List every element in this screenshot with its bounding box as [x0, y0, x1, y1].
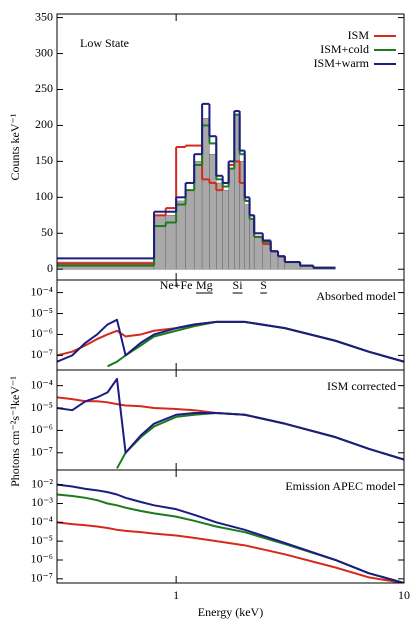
plot-area	[57, 483, 404, 583]
y-tick-label: 300	[35, 45, 53, 59]
x-tick-label: 1	[173, 588, 179, 602]
model-line	[57, 493, 404, 583]
x-tick-label: 10	[398, 588, 410, 602]
data-bar	[270, 251, 279, 270]
model-line	[57, 396, 404, 461]
data-bar	[175, 200, 186, 270]
y-tick-label: 0	[47, 261, 53, 275]
y-tick-label: 10⁻⁵	[30, 533, 53, 547]
panel-title: Low State	[80, 36, 129, 50]
legend-label: ISM+cold	[320, 42, 369, 56]
model-line	[57, 483, 404, 583]
y-tick-label: 200	[35, 117, 53, 131]
data-bar	[253, 236, 263, 270]
model-line	[57, 377, 404, 461]
plot-area	[57, 377, 404, 469]
y-tick-label: 10⁻⁴	[30, 377, 53, 391]
y-tick-label: 10⁻⁷	[30, 445, 53, 459]
legend-label: ISM	[348, 28, 370, 42]
y-axis-label: Photons cm⁻²s⁻¹keV⁻¹	[8, 376, 22, 487]
line-label: Si	[233, 278, 244, 292]
data-bar	[201, 118, 210, 270]
y-tick-label: 100	[35, 189, 53, 203]
y-tick-label: 150	[35, 153, 53, 167]
panel-title: ISM corrected	[327, 379, 396, 393]
step-riser	[153, 103, 315, 268]
y-tick-label: 10⁻³	[31, 495, 53, 509]
data-bar	[284, 261, 301, 270]
x-axis-label: Energy (keV)	[198, 605, 263, 619]
panel-title: Emission APEC model	[285, 479, 396, 493]
data-bar	[277, 256, 286, 270]
y-tick-label: 10⁻⁴	[30, 284, 53, 298]
data-bar	[216, 182, 223, 270]
model-line	[57, 318, 404, 363]
panel-title: Absorbed model	[316, 289, 396, 303]
line-label: S	[260, 278, 267, 292]
y-tick-label: 250	[35, 81, 53, 95]
data-bar	[262, 243, 271, 270]
data-bar	[153, 215, 166, 270]
data-bar	[222, 189, 229, 270]
y-tick-label: 10⁻⁵	[30, 400, 53, 414]
y-tick-label: 10⁻⁷	[30, 571, 53, 585]
plot-area	[57, 318, 404, 368]
model-line	[57, 320, 404, 363]
y-tick-label: 10⁻⁶	[30, 422, 53, 436]
y-tick-label: 10⁻⁶	[30, 326, 53, 340]
model-line	[107, 320, 404, 368]
y-tick-label: 10⁻⁵	[30, 305, 53, 319]
data-bar	[193, 161, 203, 270]
plot-area	[57, 102, 336, 270]
data-bar	[185, 189, 195, 270]
y-tick-label: 350	[35, 9, 53, 23]
y-tick-label: 10⁻⁶	[30, 552, 53, 566]
y-tick-label: 10⁻⁷	[30, 347, 53, 361]
data-bar	[209, 153, 217, 270]
y-tick-label: 10⁻²	[31, 476, 53, 490]
line-label: Mg	[196, 278, 213, 292]
line-label: Ne+Fe	[160, 278, 193, 292]
legend-label: ISM+warm	[314, 56, 370, 70]
y-tick-label: 50	[41, 225, 53, 239]
frame	[56, 469, 405, 584]
y-tick-label: 10⁻⁴	[30, 514, 53, 528]
model-line	[57, 521, 404, 583]
y-axis-label: Counts keV⁻¹	[8, 113, 22, 180]
